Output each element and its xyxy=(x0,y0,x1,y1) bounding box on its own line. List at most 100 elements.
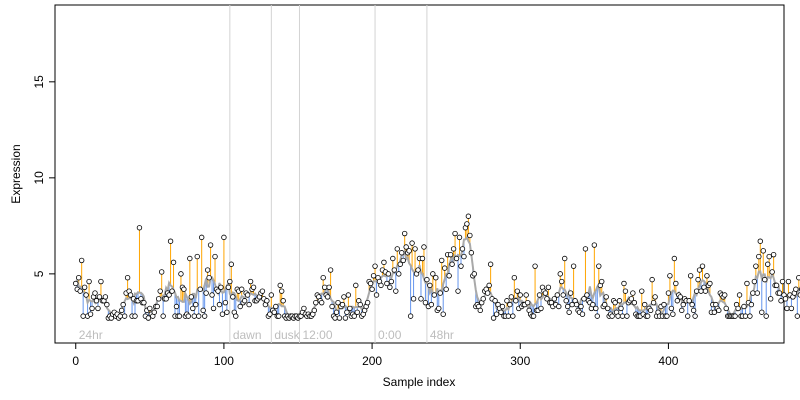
data-point xyxy=(554,292,560,298)
data-point xyxy=(785,278,792,285)
data-point xyxy=(753,263,759,269)
data-point xyxy=(766,253,772,260)
data-point xyxy=(542,290,549,296)
data-point xyxy=(409,240,415,246)
data-point xyxy=(311,307,317,314)
data-point xyxy=(773,282,780,289)
data-point xyxy=(156,296,162,302)
data-point xyxy=(335,299,341,306)
data-point xyxy=(471,271,478,277)
data-point xyxy=(794,313,800,319)
data-point xyxy=(224,309,230,315)
data-point xyxy=(221,234,227,241)
data-point xyxy=(210,305,217,312)
data-point xyxy=(621,280,627,287)
data-point xyxy=(83,292,89,298)
data-point xyxy=(671,255,678,262)
data-point xyxy=(415,267,421,273)
data-point xyxy=(344,309,350,315)
data-point xyxy=(668,305,675,312)
data-point xyxy=(87,311,94,317)
data-point xyxy=(649,276,655,283)
data-point xyxy=(784,305,790,312)
data-point xyxy=(353,282,359,289)
data-point xyxy=(776,290,783,296)
data-point xyxy=(443,286,449,292)
data-point xyxy=(388,278,395,285)
data-point xyxy=(200,307,206,314)
data-point xyxy=(584,292,590,298)
data-point xyxy=(628,296,635,302)
data-point xyxy=(324,294,331,300)
data-point xyxy=(163,296,169,302)
data-point xyxy=(160,313,166,319)
data-point xyxy=(276,313,282,319)
data-point xyxy=(579,311,586,317)
data-point xyxy=(665,290,672,296)
annotations: 24hr dawn dusk 12:00 0:00 48hr xyxy=(79,328,454,342)
data-point xyxy=(664,313,670,319)
data-point xyxy=(465,213,472,219)
data-point xyxy=(141,299,147,306)
data-point xyxy=(191,313,197,319)
data-point xyxy=(73,280,79,287)
data-point xyxy=(77,288,83,294)
data-point xyxy=(769,269,775,275)
x-tick-label: 200 xyxy=(362,354,382,368)
data-point xyxy=(674,298,681,304)
data-point xyxy=(490,315,497,321)
data-point xyxy=(779,278,786,285)
data-point xyxy=(190,305,196,312)
data-point xyxy=(788,305,795,312)
data-point xyxy=(631,299,638,306)
data-point xyxy=(178,271,184,277)
data-point xyxy=(267,311,273,317)
data-point xyxy=(341,294,347,300)
data-point xyxy=(716,307,722,314)
data-point xyxy=(532,263,538,269)
data-point xyxy=(452,230,458,237)
data-point xyxy=(203,290,209,296)
data-point xyxy=(381,259,387,266)
y-axis: 5 10 15 xyxy=(32,75,55,277)
data-point xyxy=(198,234,205,241)
data-point xyxy=(127,292,134,298)
data-point xyxy=(459,246,466,252)
data-point xyxy=(250,284,257,291)
data-point xyxy=(596,263,602,269)
data-point xyxy=(98,278,104,285)
data-point xyxy=(692,313,698,319)
data-point xyxy=(690,307,697,314)
data-point xyxy=(92,290,98,296)
annotation-label: 24hr xyxy=(79,328,103,342)
data-point xyxy=(391,267,398,273)
data-point xyxy=(748,301,755,308)
data-point xyxy=(185,313,192,319)
data-point xyxy=(428,301,435,308)
data-point xyxy=(619,313,626,319)
data-point xyxy=(154,303,160,310)
data-point xyxy=(544,296,550,302)
data-point xyxy=(437,290,443,296)
data-point xyxy=(121,313,128,319)
data-point xyxy=(277,282,283,289)
data-point xyxy=(419,255,426,262)
data-point xyxy=(372,263,378,269)
data-point xyxy=(760,248,766,254)
data-point xyxy=(493,311,500,317)
data-point xyxy=(441,265,448,271)
data-point xyxy=(567,290,574,296)
data-point xyxy=(449,261,455,267)
data-point xyxy=(244,292,251,298)
data-point xyxy=(279,288,285,294)
data-point xyxy=(670,311,676,317)
data-point xyxy=(446,273,452,279)
data-point xyxy=(564,303,571,310)
data-point xyxy=(407,313,414,319)
data-point xyxy=(464,221,470,227)
data-point xyxy=(524,299,531,306)
data-point xyxy=(259,288,266,294)
data-point xyxy=(704,273,710,279)
data-point xyxy=(456,234,463,241)
